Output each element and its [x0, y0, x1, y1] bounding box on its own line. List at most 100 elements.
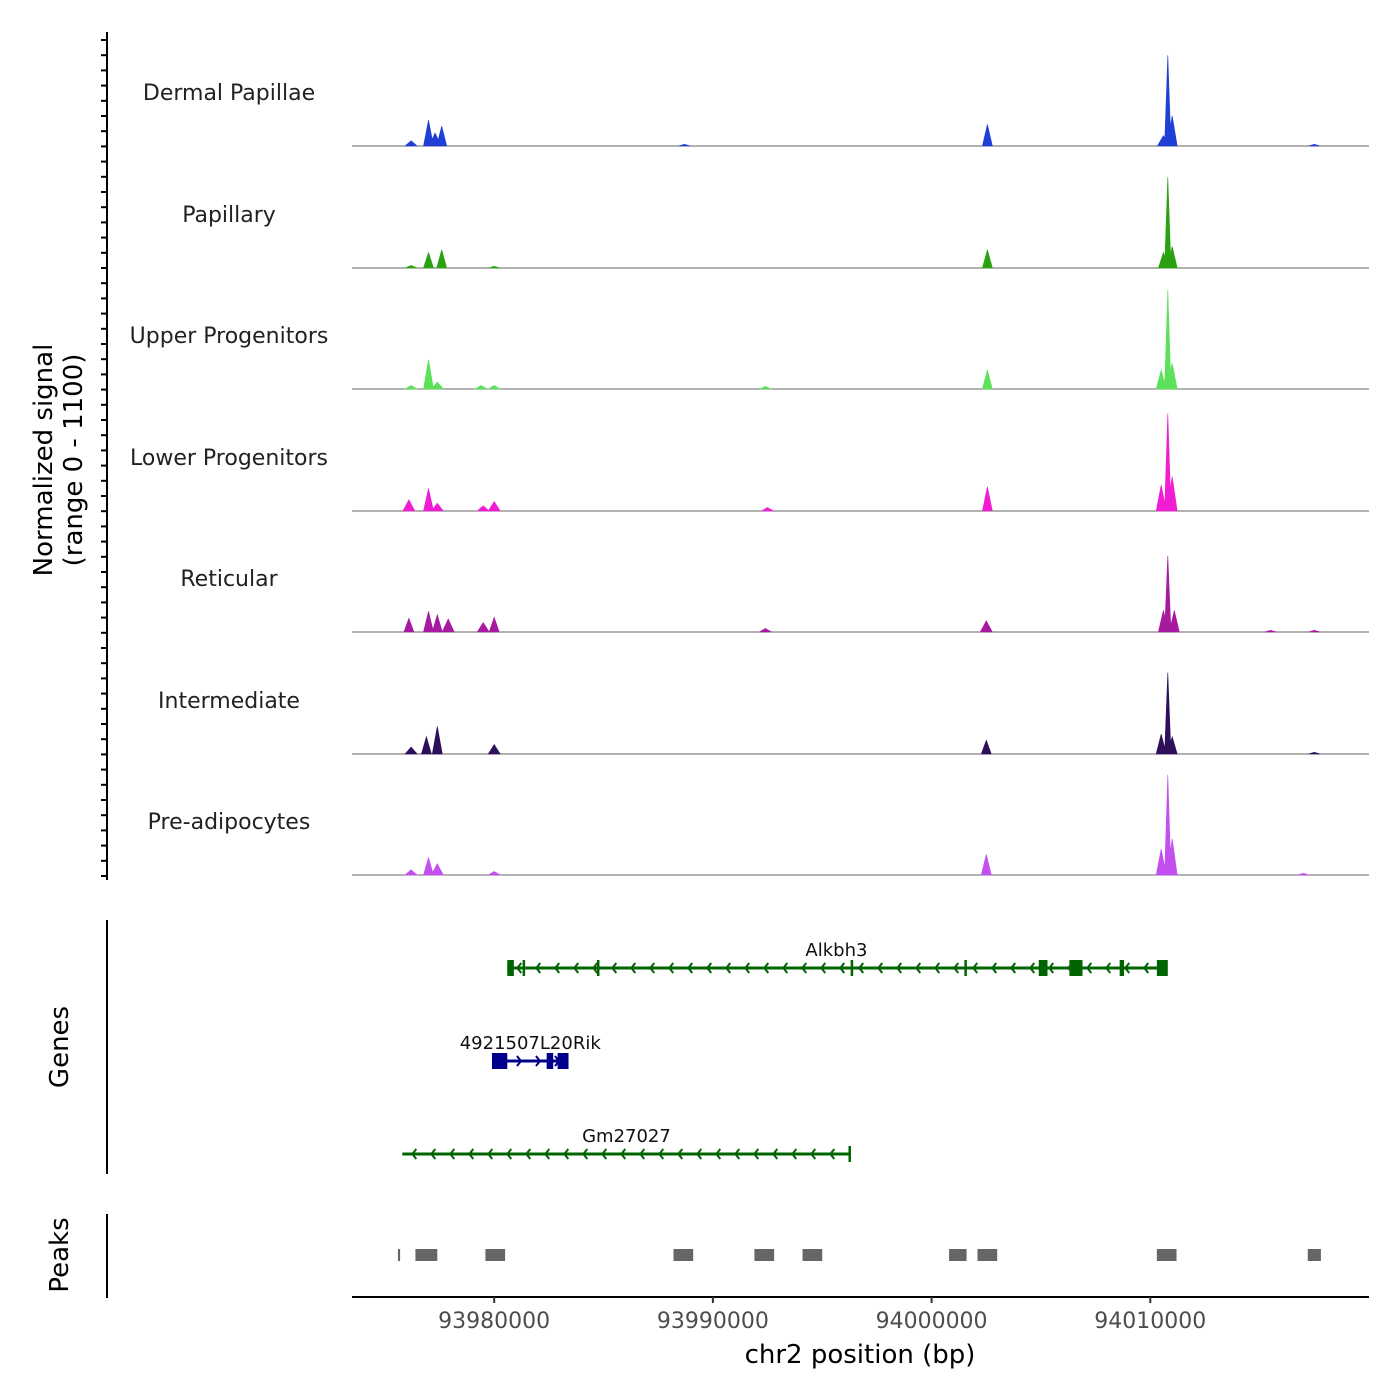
signal-area	[402, 413, 1178, 512]
track-label: Reticular	[180, 567, 278, 592]
strand-arrow	[896, 962, 903, 974]
x-tick-label: 94000000	[876, 1309, 988, 1334]
strand-arrow	[554, 962, 561, 974]
track-lower-progenitors: Lower Progenitors	[130, 413, 1369, 512]
x-axis-label: chr2 position (bp)	[745, 1340, 976, 1370]
x-tick-label: 93990000	[657, 1309, 769, 1334]
strand-arrow	[649, 962, 656, 974]
strand-arrow	[696, 1148, 703, 1160]
strand-arrow	[839, 962, 846, 974]
strand-arrow	[715, 1148, 722, 1160]
strand-arrow	[1028, 962, 1036, 974]
peak-region	[977, 1249, 998, 1261]
strand-arrow	[791, 1148, 798, 1160]
strand-arrow	[668, 962, 675, 974]
track-label: Pre-adipocytes	[148, 810, 311, 835]
strand-arrow	[1123, 962, 1131, 974]
peaks-track	[397, 1249, 1321, 1261]
strand-arrow	[1009, 962, 1017, 974]
strand-arrow	[506, 1148, 513, 1160]
strand-arrow	[639, 1148, 646, 1160]
strand-arrow	[877, 962, 884, 974]
exon	[596, 960, 600, 976]
strand-arrow	[582, 1148, 589, 1160]
exon	[557, 1053, 569, 1069]
track-label: Upper Progenitors	[130, 324, 329, 349]
track-pre-adipocytes: Pre-adipocytes	[148, 774, 1369, 876]
signal-area	[404, 774, 1310, 876]
strand-arrow	[725, 962, 732, 974]
peak-region	[802, 1249, 823, 1261]
strand-arrow	[611, 962, 618, 974]
peak-region	[754, 1249, 775, 1261]
strand-arrow	[1142, 962, 1150, 974]
strand-arrow	[468, 1148, 475, 1160]
strand-arrow	[810, 1148, 817, 1160]
strand-arrow	[430, 1148, 437, 1160]
peaks-track-label: Peaks	[45, 1217, 75, 1292]
strand-arrow	[544, 1148, 551, 1160]
strand-arrow	[449, 1148, 456, 1160]
track-reticular: Reticular	[180, 555, 1369, 633]
exon	[1038, 960, 1048, 976]
track-label: Intermediate	[158, 689, 300, 714]
strand-arrow	[934, 962, 941, 974]
gene-label: 4921507L20Rik	[460, 1033, 602, 1054]
gene-alkbh3: Alkbh3	[507, 940, 1168, 976]
gene-label: Alkbh3	[805, 940, 867, 961]
track-intermediate: Intermediate	[158, 672, 1369, 755]
gene-4921507l20rik: 4921507L20Rik	[460, 1033, 602, 1069]
strand-arrow	[535, 962, 542, 974]
track-dermal-papillae: Dermal Papillae	[143, 55, 1369, 147]
strand-arrow	[563, 1148, 570, 1160]
x-tick-label: 94010000	[1094, 1309, 1206, 1334]
gene-gm27027: Gm27027	[402, 1126, 851, 1162]
track-label: Papillary	[182, 203, 276, 228]
strand-arrow	[573, 962, 580, 974]
peak-region	[949, 1249, 967, 1261]
exon	[850, 960, 854, 976]
exon	[546, 1053, 554, 1069]
peak-region	[397, 1249, 401, 1261]
signal-area	[404, 672, 1321, 755]
y-axis-label: Normalized signal	[29, 344, 59, 577]
strand-arrow	[516, 962, 523, 974]
strand-arrow	[820, 962, 827, 974]
strand-arrow	[516, 1055, 523, 1067]
strand-arrow	[801, 962, 808, 974]
signal-area	[403, 289, 1178, 390]
exon	[1119, 960, 1125, 976]
strand-arrow	[601, 1148, 608, 1160]
genes-track: Alkbh3 4921507L20Rik Gm27027	[402, 940, 1168, 1162]
strand-arrow	[687, 962, 694, 974]
track-papillary: Papillary	[182, 177, 1369, 269]
strand-arrow	[1085, 962, 1093, 974]
peak-region	[673, 1249, 694, 1261]
strand-arrow	[706, 962, 713, 974]
y-axis-label-range: (range 0 - 1100)	[59, 354, 89, 567]
strand-arrow	[763, 962, 770, 974]
peak-region	[415, 1249, 438, 1261]
coverage-tracks: Dermal Papillae Papillary Upper Progenitor…	[130, 55, 1369, 876]
strand-arrow	[972, 962, 979, 974]
exon	[848, 1146, 851, 1162]
strand-arrow	[677, 1148, 684, 1160]
strand-arrow	[525, 1148, 532, 1160]
strand-arrow	[991, 962, 998, 974]
track-label: Lower Progenitors	[130, 446, 328, 471]
peak-region	[1156, 1249, 1177, 1261]
signal-area	[404, 177, 1178, 269]
strand-arrow	[411, 1148, 418, 1160]
strand-arrow	[630, 962, 637, 974]
strand-arrow	[1047, 962, 1055, 974]
strand-arrow	[1104, 962, 1112, 974]
strand-arrow	[915, 962, 922, 974]
coverage-y-ticks	[101, 39, 107, 877]
exon	[491, 1053, 508, 1069]
strand-arrow	[744, 962, 751, 974]
strand-arrow	[487, 1148, 494, 1160]
x-axis-ticks: 93980000 93990000 94000000 94010000	[438, 1297, 1206, 1334]
signal-area	[403, 555, 1321, 633]
exon	[964, 960, 967, 976]
